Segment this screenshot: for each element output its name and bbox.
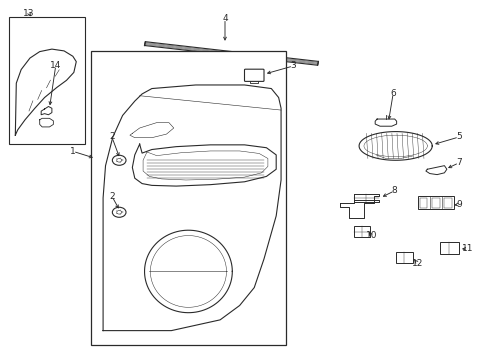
Bar bbox=[443, 198, 451, 208]
Bar bbox=[417, 196, 453, 210]
Circle shape bbox=[112, 155, 126, 165]
Bar bbox=[431, 198, 439, 208]
Text: 3: 3 bbox=[290, 62, 296, 71]
Text: 4: 4 bbox=[222, 14, 227, 23]
Bar bbox=[419, 198, 427, 208]
Text: 5: 5 bbox=[455, 132, 461, 141]
Text: 13: 13 bbox=[23, 9, 35, 18]
Text: 1: 1 bbox=[70, 147, 76, 156]
Text: 9: 9 bbox=[455, 200, 461, 209]
Text: 10: 10 bbox=[365, 231, 376, 240]
Bar bbox=[9, 17, 85, 144]
Text: 14: 14 bbox=[50, 61, 61, 70]
Text: 6: 6 bbox=[389, 89, 395, 98]
Text: 11: 11 bbox=[461, 244, 472, 253]
Circle shape bbox=[112, 207, 126, 217]
Circle shape bbox=[117, 158, 122, 162]
Circle shape bbox=[117, 211, 122, 214]
Bar bbox=[395, 252, 412, 263]
Text: 2: 2 bbox=[109, 132, 115, 141]
FancyBboxPatch shape bbox=[244, 69, 264, 81]
Text: 8: 8 bbox=[391, 186, 397, 195]
Bar bbox=[353, 226, 369, 237]
Text: 7: 7 bbox=[455, 158, 461, 167]
Text: 2: 2 bbox=[109, 192, 115, 201]
Bar bbox=[439, 242, 458, 253]
Bar bbox=[91, 51, 285, 345]
Text: 12: 12 bbox=[411, 259, 423, 268]
